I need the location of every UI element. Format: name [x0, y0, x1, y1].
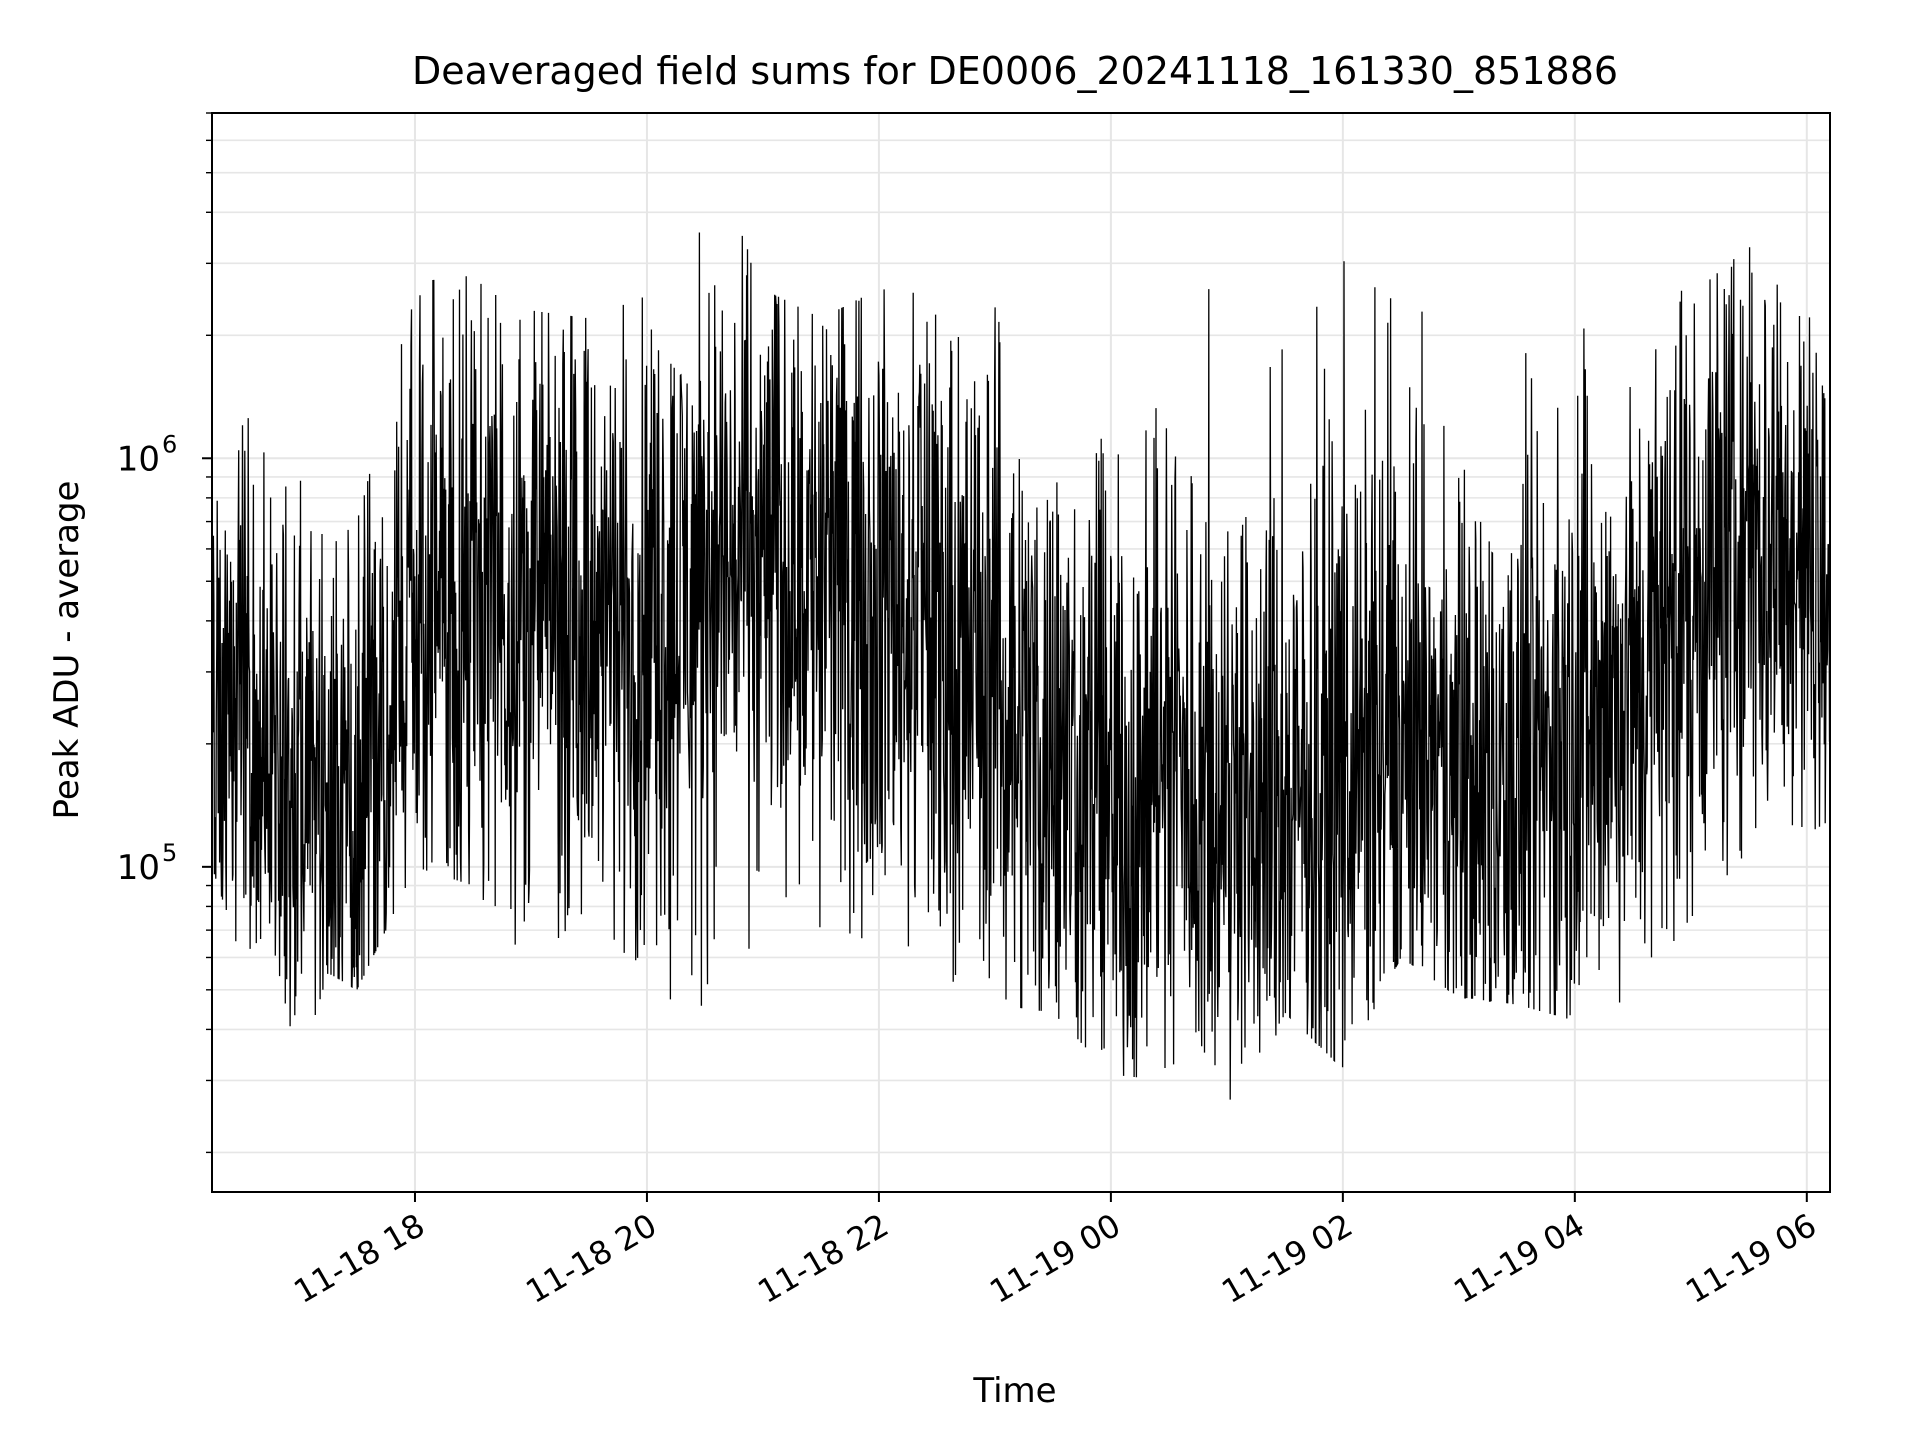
y-tick-label-exponent: 5: [162, 839, 177, 867]
y-tick-label: 10: [117, 439, 160, 479]
plot-frame: [211, 112, 1831, 1193]
series-line: [211, 232, 1831, 1100]
x-axis-label: Time: [972, 1371, 1056, 1411]
y-tick-label: 10: [117, 848, 160, 888]
y-axis-label: Peak ADU - average: [47, 481, 87, 820]
series-layer: [211, 232, 1831, 1100]
grid: [212, 112, 1830, 1192]
y-tick-label-exponent: 6: [162, 430, 177, 458]
chart-title: Deaveraged field sums for DE0006_2024111…: [412, 49, 1618, 93]
